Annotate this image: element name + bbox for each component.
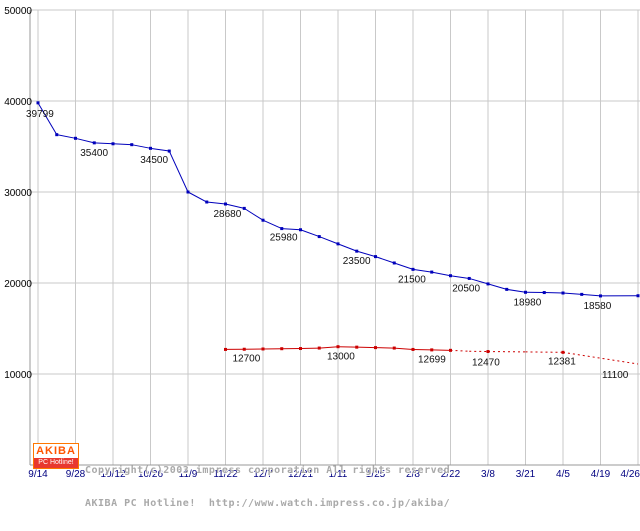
svg-text:4/5: 4/5 xyxy=(556,469,570,480)
footer-overlay: AKIBA PC Hotline! Copyright(c)2003 impre… xyxy=(33,443,457,531)
svg-text:30000: 30000 xyxy=(4,188,32,199)
svg-text:13000: 13000 xyxy=(327,352,355,363)
svg-text:4/19: 4/19 xyxy=(591,469,611,480)
svg-text:11100: 11100 xyxy=(602,370,629,381)
svg-text:34500: 34500 xyxy=(140,155,168,166)
svg-text:18980: 18980 xyxy=(514,297,542,308)
svg-text:20000: 20000 xyxy=(4,279,32,290)
svg-text:21500: 21500 xyxy=(398,274,426,285)
svg-text:28680: 28680 xyxy=(214,209,242,220)
svg-text:12381: 12381 xyxy=(548,356,576,367)
svg-text:3/8: 3/8 xyxy=(481,469,495,480)
svg-text:25980: 25980 xyxy=(270,233,298,244)
akiba-logo-text: AKIBA xyxy=(34,444,78,458)
svg-text:10000: 10000 xyxy=(4,370,32,381)
svg-text:20500: 20500 xyxy=(452,283,480,294)
svg-text:35400: 35400 xyxy=(80,148,108,159)
copyright-block: Copyright(c)2003 impress corporation All… xyxy=(85,443,457,531)
svg-text:50000: 50000 xyxy=(4,6,32,17)
svg-text:12699: 12699 xyxy=(418,354,446,365)
copyright-line: Copyright(c)2003 impress corporation All… xyxy=(85,465,457,476)
svg-text:3/21: 3/21 xyxy=(516,469,536,480)
svg-text:4/26: 4/26 xyxy=(621,469,640,480)
svg-text:18580: 18580 xyxy=(584,301,612,312)
svg-text:12700: 12700 xyxy=(233,353,261,364)
svg-text:40000: 40000 xyxy=(4,97,32,108)
svg-text:39799: 39799 xyxy=(26,109,54,120)
svg-text:23500: 23500 xyxy=(343,256,371,267)
site-url-line: AKIBA PC Hotline! http://www.watch.impre… xyxy=(85,498,457,509)
pc-hotline-logo-text: PC Hotline! xyxy=(34,458,78,468)
akiba-logo: AKIBA PC Hotline! xyxy=(33,443,79,469)
svg-text:12470: 12470 xyxy=(472,358,500,369)
